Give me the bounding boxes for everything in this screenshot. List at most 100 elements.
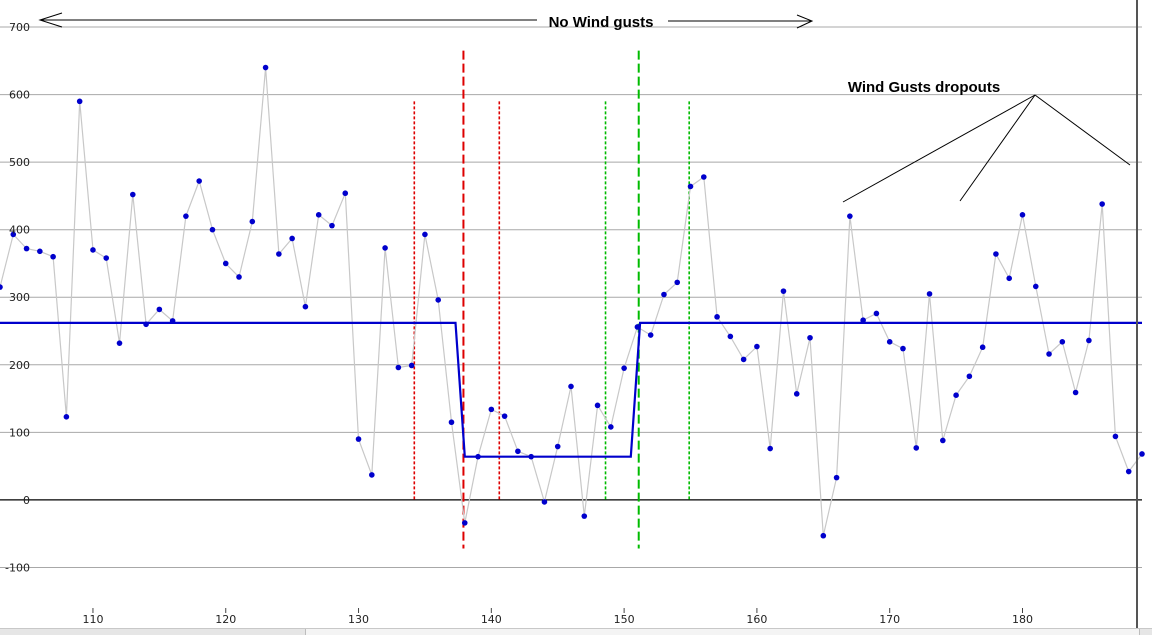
x-tick-label: 160 [746, 613, 767, 626]
data-point [1086, 337, 1092, 344]
data-point [329, 222, 335, 229]
data-point [515, 448, 521, 455]
y-tick-label: 200 [9, 359, 30, 372]
data-point [886, 339, 893, 345]
x-tick-label: 140 [481, 613, 502, 626]
data-point [820, 532, 827, 539]
data-point [249, 218, 256, 225]
data-point [129, 191, 136, 198]
data-point [0, 284, 3, 290]
interval-markers [413, 50, 690, 549]
data-point [236, 274, 242, 280]
data-point [740, 356, 747, 363]
data-point [847, 213, 853, 219]
y-tick-label: 600 [9, 89, 30, 102]
annotation-no-wind-gusts: No Wind gusts [38, 12, 814, 31]
data-point [621, 365, 627, 371]
data-point [793, 391, 800, 397]
x-tick-label: 110 [82, 613, 103, 626]
data-point [594, 402, 601, 409]
data-point [448, 419, 455, 426]
data-point [913, 445, 920, 451]
data-point [687, 183, 694, 190]
scrollbar-thumb[interactable] [305, 629, 1140, 635]
y-tick-label: 0 [23, 494, 30, 507]
data-point [50, 253, 56, 260]
data-point [315, 212, 322, 218]
data-point [369, 472, 375, 478]
series [0, 64, 1145, 539]
data-point [355, 436, 362, 442]
data-point [63, 414, 70, 420]
data-point [408, 362, 415, 369]
horizontal-scrollbar[interactable] [0, 628, 1152, 635]
data-point [37, 248, 43, 255]
data-point [873, 310, 880, 317]
data-point [727, 333, 734, 340]
y-tick-label: 100 [9, 426, 30, 439]
data-point [966, 373, 973, 380]
data-point [422, 231, 428, 238]
data-point [1059, 339, 1066, 345]
data-point [103, 255, 110, 261]
data-point [183, 213, 189, 219]
data-point [1006, 275, 1013, 282]
data-point [860, 317, 866, 324]
data-point [568, 383, 574, 390]
data-point [488, 406, 495, 413]
data-point [76, 98, 83, 105]
dropouts-pointer-2 [959, 94, 1036, 202]
data-point [767, 445, 773, 452]
data-point [661, 291, 667, 298]
data-point [276, 251, 282, 257]
x-tick-label: 130 [348, 613, 369, 626]
x-tick-label: 150 [614, 613, 635, 626]
no-gusts-label: No Wind gusts [549, 14, 654, 31]
annotation-wind-gusts-dropouts: Wind Gusts dropouts [842, 79, 1131, 203]
data-point [209, 226, 216, 233]
dropouts-label: Wind Gusts dropouts [848, 79, 1000, 96]
data-point [23, 245, 30, 252]
data-point [926, 291, 933, 297]
data-point [1099, 201, 1105, 207]
data-point [647, 332, 654, 338]
y-tick-label: 400 [9, 224, 30, 237]
data-point [953, 392, 959, 399]
y-tick-label: 300 [9, 291, 30, 304]
dropouts-pointer-3 [1034, 94, 1131, 166]
data-point [754, 343, 760, 350]
x-tick-label: 180 [1012, 613, 1033, 626]
data-point [1019, 212, 1026, 218]
data-point [541, 499, 548, 505]
y-tick-label: 700 [9, 21, 30, 34]
data-point [780, 288, 787, 294]
data-point [674, 279, 681, 286]
data-point [289, 235, 295, 242]
data-point [116, 340, 123, 346]
data-point [395, 364, 402, 371]
data-point [714, 314, 720, 320]
x-tick-label: 170 [879, 613, 900, 626]
no-gusts-arrowhead-left [38, 12, 63, 28]
data-point [979, 344, 986, 351]
data-point [156, 306, 163, 313]
x-tick-label: 120 [215, 613, 236, 626]
data-point [461, 520, 468, 526]
data-point [833, 474, 840, 481]
series-1-step-line [0, 321, 1142, 458]
data-point [501, 413, 508, 419]
data-point [1046, 351, 1052, 357]
tick-labels: -100 0 100 200 300 400 500 600 700 110 120 130 140 15… [5, 21, 1033, 626]
data-point [435, 297, 442, 303]
no-gusts-arrowhead-right [796, 14, 814, 29]
grid [0, 26, 1142, 613]
data-point [222, 260, 229, 267]
data-point [900, 345, 906, 352]
data-point [700, 174, 707, 180]
data-point [993, 251, 999, 257]
data-point [90, 247, 96, 253]
y-tick-label: -100 [5, 561, 30, 574]
data-point [10, 231, 17, 238]
data-point [807, 334, 813, 341]
